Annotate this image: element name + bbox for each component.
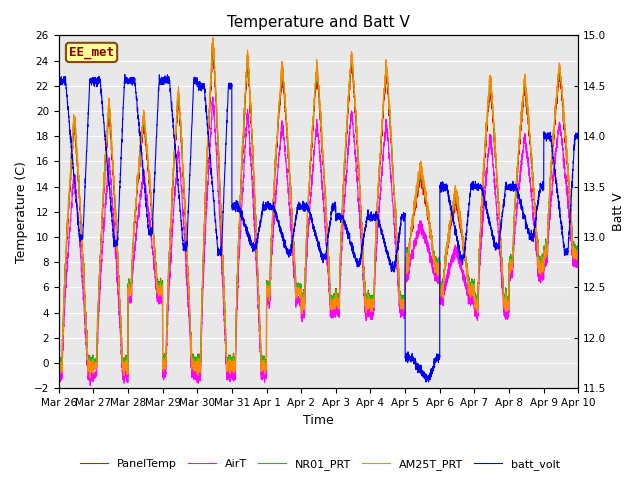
Title: Temperature and Batt V: Temperature and Batt V [227,15,410,30]
AirT [148,244,156,250]
NR01_PRT [574,243,582,249]
AM25T_PRT [55,362,63,368]
AirT [406,258,414,264]
AM25T_PRT [86,375,94,381]
AirT [299,313,307,319]
AM25T_PRT [209,35,217,40]
PanelTemp [86,372,94,378]
AM25T_PRT [299,304,307,310]
NR01_PRT [575,248,582,253]
PanelTemp [299,301,307,307]
Line: AirT: AirT [59,97,579,385]
NR01_PRT [209,37,217,43]
PanelTemp [55,359,63,364]
PanelTemp [148,215,156,221]
Legend: PanelTemp, AirT, NR01_PRT, AM25T_PRT, batt_volt: PanelTemp, AirT, NR01_PRT, AM25T_PRT, ba… [76,455,564,474]
Line: AM25T_PRT: AM25T_PRT [59,37,579,378]
NR01_PRT [148,212,156,218]
Y-axis label: Batt V: Batt V [612,192,625,231]
NR01_PRT [86,371,94,377]
batt_volt [121,72,129,77]
batt_volt [435,356,443,361]
NR01_PRT [299,300,307,306]
batt_volt [422,379,430,385]
batt_volt [406,354,414,360]
AM25T_PRT [148,213,156,219]
AM25T_PRT [406,238,414,243]
AirT [86,383,94,388]
Y-axis label: Temperature (C): Temperature (C) [15,161,28,263]
NR01_PRT [435,262,443,267]
PanelTemp [574,243,582,249]
AM25T_PRT [575,252,582,257]
NR01_PRT [465,287,472,292]
AirT [55,372,63,377]
NR01_PRT [55,359,63,364]
PanelTemp [575,248,582,254]
AM25T_PRT [574,247,582,253]
AirT [465,301,472,307]
batt_volt [299,198,307,204]
Line: PanelTemp: PanelTemp [59,46,579,375]
NR01_PRT [406,235,414,241]
Text: EE_met: EE_met [69,46,114,59]
batt_volt [574,136,582,142]
AirT [209,94,217,100]
PanelTemp [406,236,414,242]
PanelTemp [209,43,217,49]
PanelTemp [435,262,443,267]
X-axis label: Time: Time [303,414,334,427]
Line: NR01_PRT: NR01_PRT [59,40,579,374]
PanelTemp [465,288,472,294]
batt_volt [148,231,156,237]
batt_volt [465,213,472,218]
AirT [575,260,582,266]
batt_volt [575,134,582,140]
AM25T_PRT [435,265,443,271]
AirT [574,256,582,262]
AirT [435,274,443,279]
Line: batt_volt: batt_volt [59,74,579,382]
AM25T_PRT [465,290,472,296]
batt_volt [55,78,63,84]
